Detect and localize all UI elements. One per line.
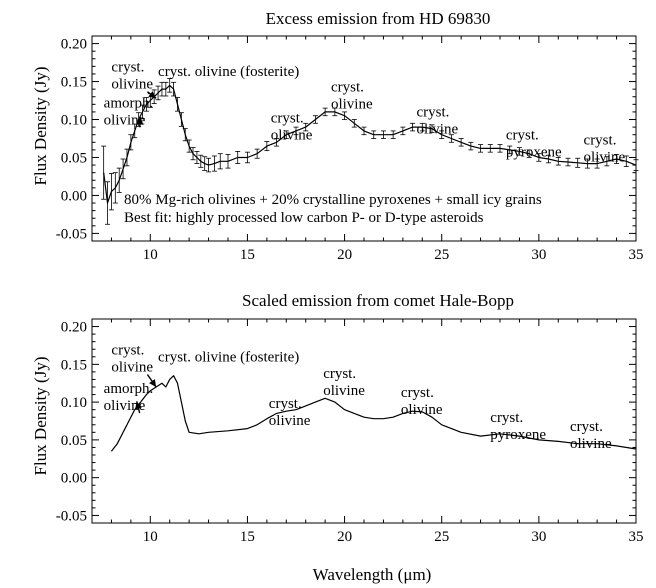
x-tick-label: 30 bbox=[531, 529, 546, 545]
x-tick-label: 35 bbox=[629, 247, 644, 263]
feature-annotation: cryst. olivine bbox=[416, 104, 458, 137]
y-tick-label: 0.15 bbox=[61, 357, 87, 373]
x-axis-label: Wavelength (μm) bbox=[313, 565, 432, 584]
annotation-line: amorph. bbox=[104, 381, 154, 397]
x-tick-label: 35 bbox=[629, 529, 644, 545]
annotation-line: olivine bbox=[271, 128, 313, 144]
annotation-line: olivine bbox=[570, 436, 612, 452]
panel-hale-bopp: Scaled emission from comet Hale-Bopp Flu… bbox=[31, 291, 644, 584]
chart-title: Excess emission from HD 69830 bbox=[266, 9, 491, 28]
x-tick-label: 15 bbox=[240, 529, 255, 545]
x-tick-label: 20 bbox=[337, 247, 352, 263]
annotation-line: olivine bbox=[111, 360, 153, 376]
annotation-line: olivine bbox=[269, 413, 311, 429]
feature-annotation: cryst. olivine bbox=[584, 133, 626, 166]
annotation-line: cryst. bbox=[331, 79, 364, 95]
arrowhead bbox=[149, 379, 157, 387]
feature-annotation: cryst. olivine bbox=[271, 111, 313, 144]
feature-annotation: cryst. pyroxene bbox=[506, 127, 562, 160]
x-tick-label: 25 bbox=[434, 247, 449, 263]
feature-annotation: cryst. olivine (fosterite) bbox=[158, 64, 299, 80]
y-tick-label: 0.20 bbox=[61, 320, 87, 336]
annotation-line: olivine bbox=[323, 383, 365, 399]
feature-annotation: cryst. olivine bbox=[111, 60, 153, 93]
annotation-line: olivine bbox=[584, 150, 626, 166]
y-tick-label: 0.05 bbox=[61, 433, 87, 449]
best-fit-note: Best fit: highly processed low carbon P-… bbox=[124, 210, 484, 226]
annotation-line: olivine bbox=[416, 121, 458, 137]
y-tick-label: -0.05 bbox=[56, 226, 87, 242]
y-tick-label: 0.10 bbox=[61, 113, 87, 129]
feature-annotation: cryst. olivine (fosterite) bbox=[158, 349, 299, 365]
arrowhead bbox=[148, 91, 157, 99]
x-tick-label: 10 bbox=[143, 247, 158, 263]
annotation-line: cryst. bbox=[570, 419, 603, 435]
y-tick-label: 0.05 bbox=[61, 150, 87, 166]
annotation-line: cryst. bbox=[584, 133, 617, 149]
chart-title: Scaled emission from comet Hale-Bopp bbox=[242, 291, 514, 310]
annotation-line: cryst. bbox=[416, 104, 449, 120]
x-tick-label: 10 bbox=[143, 529, 158, 545]
x-tick-label: 25 bbox=[434, 529, 449, 545]
spectrum-line bbox=[110, 375, 637, 452]
annotation-line: cryst. bbox=[111, 343, 144, 359]
x-tick-label: 20 bbox=[337, 529, 352, 545]
feature-annotation: cryst. olivine bbox=[570, 419, 612, 452]
y-tick-label: 0.15 bbox=[61, 75, 87, 91]
annotation-line: olivine bbox=[111, 77, 153, 93]
annotation-line: cryst. bbox=[323, 366, 356, 382]
feature-annotation: cryst. pyroxene bbox=[490, 410, 546, 443]
annotation-line: cryst. bbox=[506, 127, 539, 143]
annotation-line: olivine bbox=[104, 398, 146, 414]
y-tick-label: 0.10 bbox=[61, 395, 87, 411]
annotation-line: cryst. bbox=[490, 410, 523, 426]
annotation-line: olivine bbox=[401, 402, 443, 418]
x-tick-label: 30 bbox=[531, 247, 546, 263]
x-tick-label: 15 bbox=[240, 247, 255, 263]
y-axis-label: Flux Density (Jy) bbox=[31, 67, 50, 186]
feature-annotation: cryst. olivine bbox=[111, 343, 153, 376]
feature-annotation: amorph. olivine bbox=[104, 381, 154, 414]
annotation-line: cryst. bbox=[111, 60, 144, 76]
panel-excess-emission: Excess emission from HD 69830 Flux Densi… bbox=[31, 9, 644, 263]
annotation-line: pyroxene bbox=[490, 427, 546, 443]
annotation-line: olivine bbox=[104, 112, 146, 128]
annotation-line: cryst. bbox=[269, 396, 302, 412]
fit-composition-note: 80% Mg-rich olivines + 20% crystalline p… bbox=[124, 192, 542, 208]
annotation-line: cryst. olivine (fosterite) bbox=[158, 64, 299, 80]
annotation-line: amorph. bbox=[104, 95, 154, 111]
feature-annotation: amorph. olivine bbox=[104, 95, 154, 128]
y-tick-label: 0.00 bbox=[61, 471, 87, 487]
feature-annotation: cryst. olivine bbox=[401, 385, 443, 418]
annotation-line: cryst. olivine (fosterite) bbox=[158, 349, 299, 365]
y-tick-label: -0.05 bbox=[56, 508, 87, 524]
feature-annotation: cryst. olivine bbox=[323, 366, 365, 399]
annotation-line: cryst. bbox=[271, 111, 304, 127]
feature-annotation: cryst. olivine bbox=[269, 396, 311, 429]
y-tick-label: 0.00 bbox=[61, 188, 87, 204]
y-axis-label: Flux Density (Jy) bbox=[31, 357, 50, 476]
feature-annotation: cryst. olivine bbox=[331, 79, 373, 112]
arrowhead bbox=[135, 401, 142, 410]
y-tick-label: 0.20 bbox=[61, 37, 87, 53]
annotation-line: olivine bbox=[331, 96, 373, 112]
annotation-line: cryst. bbox=[401, 385, 434, 401]
arrowhead bbox=[136, 117, 144, 125]
annotation-line: pyroxene bbox=[506, 144, 562, 160]
